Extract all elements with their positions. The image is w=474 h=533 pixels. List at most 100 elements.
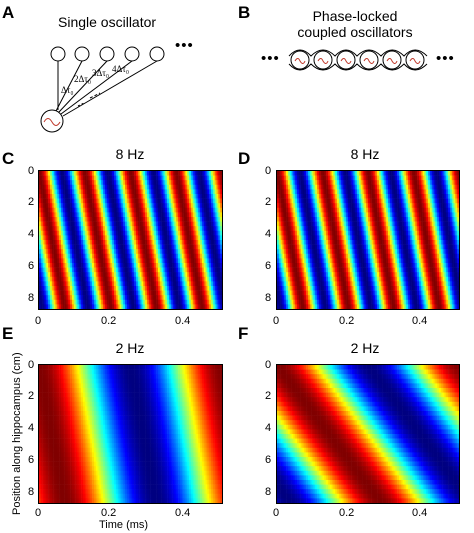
heatmap-cell (159, 175, 162, 181)
heatmap-cell (176, 290, 179, 296)
heatmap-cell (340, 253, 343, 259)
heatmap-cell (422, 189, 425, 195)
heatmap-cell (185, 272, 188, 278)
heatmap-cell (77, 249, 80, 255)
heatmap-cell (453, 244, 456, 250)
heatmap-cell (185, 235, 188, 241)
heatmap-cell (117, 212, 120, 218)
heatmap-cell (40, 276, 43, 282)
heatmap-cell (106, 175, 109, 181)
heatmap-cell (304, 244, 307, 250)
heatmap-cell (119, 304, 122, 309)
heatmap-cell (440, 171, 443, 176)
heatmap-cell (176, 198, 179, 204)
heatmap-cell (382, 253, 385, 259)
heatmap-cell (378, 198, 382, 204)
heatmap-cell (300, 235, 303, 241)
heatmap-cell (53, 249, 56, 255)
heatmap-cell (431, 198, 434, 204)
heatmap-cell (437, 244, 440, 250)
heatmap-cell (205, 299, 208, 305)
heatmap-cell (110, 240, 113, 245)
heatmap-cell (457, 249, 459, 255)
heatmap-cell (440, 217, 443, 222)
heatmap-cell (457, 235, 459, 241)
heatmap-cell (371, 249, 374, 255)
heatmap-cell (369, 230, 372, 236)
heatmap-cell (192, 221, 195, 227)
heatmap-cell (112, 290, 115, 296)
heatmap-cell (402, 244, 405, 250)
heatmap-cell (438, 244, 442, 250)
heatmap-cell (130, 217, 133, 222)
heatmap-cell (218, 194, 221, 199)
heatmap-cell (349, 226, 352, 232)
heatmap-cell (93, 258, 97, 264)
heatmap-cell (411, 212, 414, 218)
heatmap-cell (322, 240, 325, 245)
heatmap-cell (192, 290, 195, 296)
heatmap-cell (209, 286, 212, 291)
heatmap-cell (205, 198, 208, 204)
heatmap-cell (134, 295, 137, 301)
heatmap-cell (331, 240, 334, 245)
heatmap-cell (355, 194, 358, 199)
heatmap-cell (51, 290, 54, 296)
heatmap-cell (81, 180, 84, 186)
heatmap-cell (185, 203, 188, 209)
heatmap-cell (187, 230, 190, 236)
heatmap-cell (95, 267, 98, 273)
heatmap-cell (119, 286, 122, 291)
heatmap-cell (351, 253, 354, 259)
heatmap-cell (90, 267, 93, 273)
heatmap-cell (433, 184, 436, 190)
heatmap-cell (442, 171, 445, 176)
heatmap-cell (360, 244, 363, 250)
heatmap-cell (141, 230, 144, 236)
heatmap-cell (73, 272, 76, 278)
heatmap-cell (189, 235, 192, 241)
heatmap-cell (145, 207, 148, 213)
heatmap-cell (40, 180, 43, 186)
heatmap-cell (154, 175, 157, 181)
heatmap-cell (161, 171, 164, 176)
heatmap-cell (112, 203, 115, 209)
heatmap-cell (150, 295, 153, 301)
heatmap-cell (126, 217, 129, 222)
heatmap-cell (68, 272, 71, 278)
heatmap-cell (307, 175, 311, 181)
heatmap-cell (66, 276, 69, 282)
heatmap-cell (99, 230, 102, 236)
heatmap-cell (148, 249, 151, 255)
heatmap-cell (346, 240, 349, 245)
heatmap-cell (93, 230, 97, 236)
heatmap-cell (382, 207, 385, 213)
heatmap-cell (55, 281, 58, 287)
heatmap-cell (55, 171, 58, 176)
heatmap-cell (110, 221, 113, 227)
heatmap-cell (81, 235, 84, 241)
heatmap-cell (200, 281, 203, 287)
heatmap-cell (293, 184, 296, 190)
heatmap-cell (170, 253, 173, 259)
heatmap-cell (194, 299, 197, 305)
heatmap-cell (320, 249, 323, 255)
heatmap-cell (103, 203, 106, 209)
heatmap-cell (368, 212, 371, 218)
heatmap-cell (413, 235, 416, 241)
heatmap-cell (143, 272, 146, 278)
heatmap-cell (318, 226, 321, 232)
heatmap-cell (190, 281, 193, 287)
heatmap-cell (326, 221, 329, 227)
heatmap-cell (53, 295, 56, 301)
heatmap-cell (212, 207, 215, 213)
heatmap-cell (79, 244, 82, 250)
heatmap-cell (57, 203, 60, 209)
heatmap-cell (90, 180, 93, 186)
heatmap-cell (451, 230, 454, 236)
heatmap-cell (130, 226, 133, 232)
heatmap-cell (49, 276, 53, 282)
heatmap-cell (176, 263, 179, 268)
heatmap-cell (179, 263, 183, 268)
heatmap-cell (84, 286, 87, 291)
